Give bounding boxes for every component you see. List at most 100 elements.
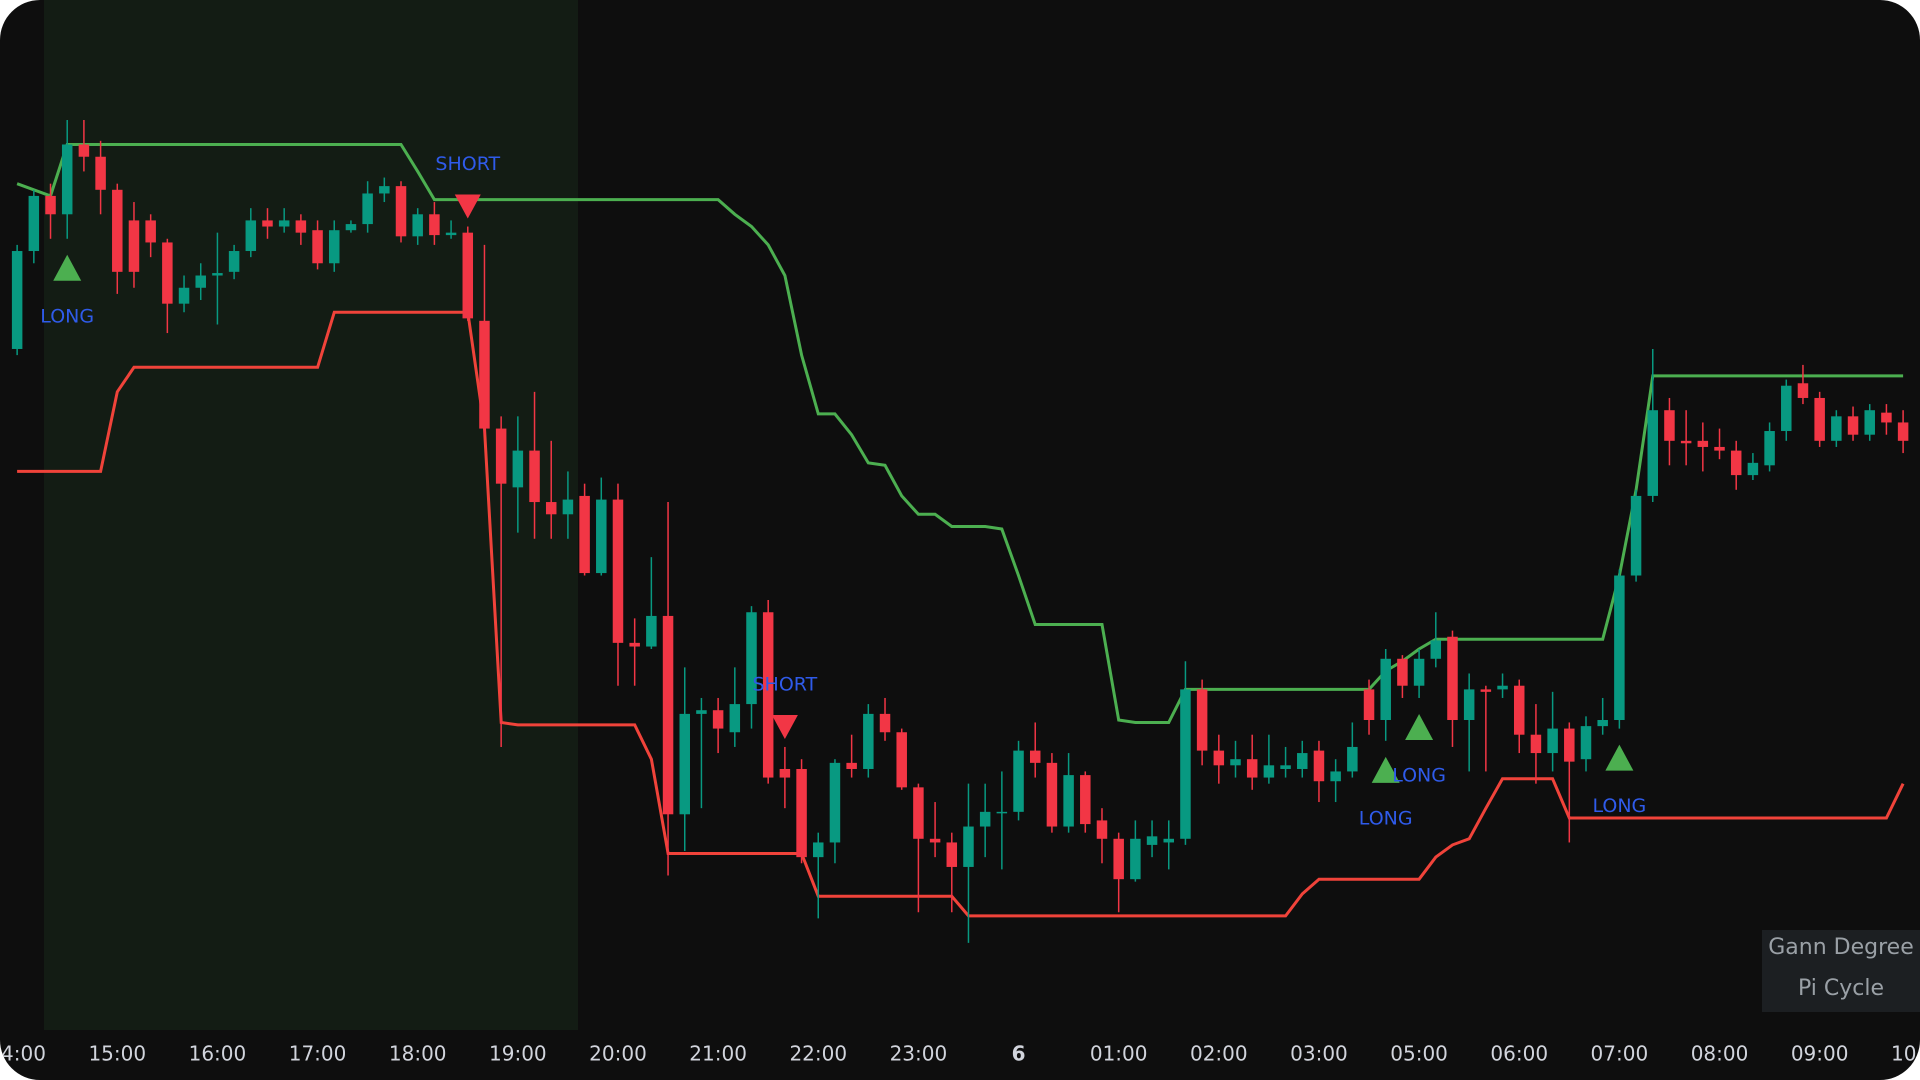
candle-body xyxy=(1630,495,1642,576)
candle-body xyxy=(1764,431,1775,466)
signal-marker xyxy=(771,714,798,739)
candle-body xyxy=(746,612,757,705)
candle-body xyxy=(1080,775,1091,825)
candle-body xyxy=(445,232,457,236)
candle-body xyxy=(95,156,106,190)
x-tick-label: 19:00 xyxy=(489,1042,547,1066)
candle-body xyxy=(779,768,791,778)
signal-marker xyxy=(1605,744,1634,771)
x-tick-label: 08:00 xyxy=(1691,1042,1749,1066)
candle-body xyxy=(429,214,440,236)
candle-body xyxy=(1730,450,1742,476)
candle-body xyxy=(1497,685,1508,690)
candle-body xyxy=(1897,422,1909,441)
candle-body xyxy=(1029,750,1041,763)
candle-body xyxy=(1113,838,1124,880)
signal-marker xyxy=(1371,756,1400,783)
signal-label: LONG xyxy=(40,305,94,327)
candle-body xyxy=(1130,838,1141,880)
candle-body xyxy=(1246,759,1258,778)
x-tick-label: 22:00 xyxy=(789,1042,847,1066)
candle-body xyxy=(1447,636,1458,721)
signal-label: LONG xyxy=(1592,795,1646,817)
candle-body xyxy=(1697,440,1709,447)
signal-marker xyxy=(454,194,481,219)
candle-body xyxy=(1797,383,1809,398)
candle-body xyxy=(479,320,490,429)
candle-body xyxy=(1180,689,1191,839)
candle-body xyxy=(1063,775,1074,827)
candle-body xyxy=(679,713,690,815)
candle-body xyxy=(1413,658,1425,686)
candle-body xyxy=(1781,385,1792,432)
candle-body xyxy=(813,842,824,858)
candle-body xyxy=(629,642,640,647)
candle-body xyxy=(1547,728,1558,754)
candle-body xyxy=(929,838,941,843)
candle-body xyxy=(596,499,607,574)
candle-body xyxy=(1330,771,1341,782)
candle-body xyxy=(829,762,841,843)
candle-body xyxy=(913,787,924,839)
candle-body xyxy=(1513,685,1525,735)
candle-body xyxy=(61,144,73,215)
candle-body xyxy=(879,713,891,733)
marks: LONG SHORT SHORT LONG LONG LONG xyxy=(11,120,1909,943)
candle-body xyxy=(128,220,140,272)
candle-body xyxy=(78,144,90,157)
candle-body xyxy=(729,704,741,733)
x-tick-label: 07:00 xyxy=(1591,1042,1649,1066)
candle-body xyxy=(1647,410,1659,496)
candle-body xyxy=(1680,440,1692,444)
candle-body xyxy=(28,195,40,252)
x-tick-label: 03:00 xyxy=(1290,1042,1348,1066)
candle-body xyxy=(395,186,407,237)
candle-body xyxy=(846,762,857,769)
candle-body xyxy=(1363,689,1375,721)
candle-body xyxy=(1297,753,1308,769)
candle-body xyxy=(1230,759,1241,766)
candle-body xyxy=(712,710,724,729)
candle-body xyxy=(1814,397,1825,441)
signal-marker xyxy=(1405,713,1434,740)
candle-body xyxy=(1046,762,1058,827)
x-tick-label: 17:00 xyxy=(289,1042,347,1066)
candle-body xyxy=(1597,720,1608,727)
candle-body xyxy=(1213,750,1225,766)
candle-body xyxy=(1580,726,1592,760)
candle-body xyxy=(1397,658,1408,686)
candle-body xyxy=(562,499,574,515)
candle-body xyxy=(178,287,190,304)
candle-body xyxy=(996,811,1008,814)
candle-body xyxy=(1263,765,1275,778)
candle-body xyxy=(1664,410,1675,441)
candle-body xyxy=(1196,689,1208,751)
candle-body xyxy=(162,242,173,304)
candle-body xyxy=(245,220,257,252)
x-tick-label: 10:00 xyxy=(1891,1042,1920,1066)
candle-body xyxy=(1313,750,1325,782)
candle-body xyxy=(1530,734,1542,754)
candle-body xyxy=(412,214,423,237)
candle-body xyxy=(112,189,123,272)
candle-body xyxy=(696,710,707,714)
x-tick-label: 01:00 xyxy=(1090,1042,1148,1066)
x-tick-label: 23:00 xyxy=(890,1042,948,1066)
legend-box xyxy=(1762,930,1920,1012)
candle-body xyxy=(646,615,657,647)
candle-body xyxy=(529,450,540,503)
candle-body xyxy=(1463,689,1475,721)
candle-body xyxy=(1013,750,1024,812)
signal-label: SHORT xyxy=(753,673,818,695)
x-tick-label: 21:00 xyxy=(689,1042,747,1066)
candle-body xyxy=(1714,446,1725,451)
candle-body xyxy=(662,615,674,815)
signal-label: LONG xyxy=(1359,807,1413,829)
candle-body xyxy=(1096,820,1108,839)
x-tick-label: 6 xyxy=(1012,1042,1026,1066)
candle-body xyxy=(946,842,958,867)
signal-marker xyxy=(53,254,82,281)
candle-body xyxy=(979,811,991,827)
candle-body xyxy=(512,450,524,488)
